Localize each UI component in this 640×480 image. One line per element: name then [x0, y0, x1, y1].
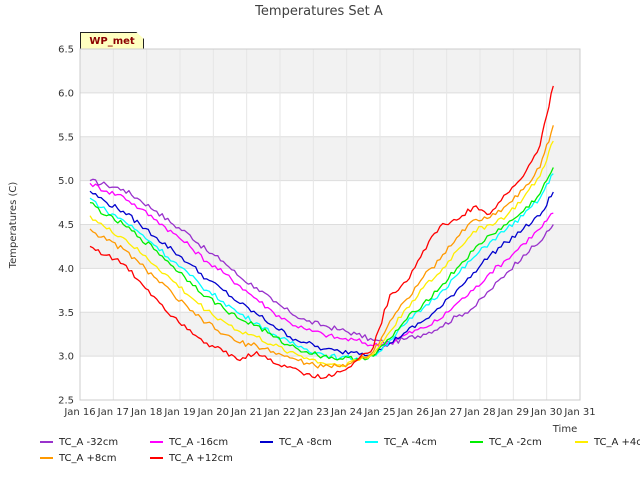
legend-swatch	[365, 441, 378, 443]
x-tick-label: Jan 21	[230, 407, 262, 418]
legend-label: TC_A -8cm	[279, 437, 332, 448]
legend-label: TC_A +12cm	[169, 453, 233, 464]
x-tick-label: Jan 17	[97, 407, 129, 418]
legend-item: TC_A -2cm	[470, 436, 542, 450]
x-tick-label: Jan 29	[497, 407, 529, 418]
y-tick-label: 2.5	[58, 396, 74, 407]
x-tick-label: Jan 28	[463, 407, 495, 418]
series-line-8	[89, 85, 554, 380]
legend-swatch	[150, 457, 163, 459]
x-tick-label: Jan 23	[297, 407, 329, 418]
x-tick-label: Jan 16	[63, 407, 95, 418]
series-line-5	[89, 167, 554, 362]
series-line-1	[89, 178, 554, 345]
legend-item: TC_A +8cm	[40, 452, 117, 466]
plot-band	[80, 49, 580, 93]
plot-band	[80, 136, 580, 181]
legend-label: TC_A +8cm	[59, 453, 117, 464]
x-tick-label: Jan 19	[163, 407, 195, 418]
y-tick-label: 4.0	[58, 264, 74, 275]
y-tick-label: 3.5	[58, 308, 74, 319]
y-tick-label: 6.0	[58, 88, 74, 99]
legend-item: TC_A +12cm	[150, 452, 233, 466]
legend-item: TC_A -16cm	[150, 436, 228, 450]
y-axis-label: Temperatures (C)	[8, 182, 19, 270]
legend-label: TC_A -2cm	[489, 437, 542, 448]
y-tick-label: 6.5	[58, 45, 74, 56]
legend-swatch	[40, 457, 53, 459]
y-tick-label: 5.0	[58, 176, 74, 187]
legend-label: TC_A -4cm	[384, 437, 437, 448]
y-tick-label: 4.5	[58, 220, 74, 231]
x-tick-label: Jan 22	[263, 407, 295, 418]
series-line-6	[89, 140, 554, 368]
series-line-3	[89, 190, 554, 357]
legend-item: TC_A -4cm	[365, 436, 437, 450]
x-tick-label: Jan 31	[563, 407, 595, 418]
legend-swatch	[150, 441, 163, 443]
x-tick-label: Jan 26	[397, 407, 429, 418]
chart-title: Temperatures Set A	[254, 4, 383, 19]
legend-swatch	[470, 441, 483, 443]
x-tick-label: Jan 27	[430, 407, 462, 418]
series-line-7	[89, 125, 554, 369]
legend-item: TC_A -8cm	[260, 436, 332, 450]
legend-swatch	[260, 441, 273, 443]
legend-label: TC_A -16cm	[169, 437, 229, 448]
y-tick-label: 5.5	[58, 132, 74, 143]
x-tick-label: Jan 20	[197, 407, 229, 418]
series-line-4	[89, 173, 554, 361]
x-tick-label: Jan 30	[530, 407, 562, 418]
legend-item: TC_A -32cm	[40, 436, 118, 450]
legend-label: TC_A +4cm	[594, 437, 640, 448]
series-line-2	[89, 182, 554, 348]
legend-item: TC_A +4cm	[575, 436, 640, 450]
x-tick-label: Jan 18	[130, 407, 162, 418]
plot-frame	[79, 48, 581, 401]
x-tick-label: Jan 24	[330, 407, 362, 418]
y-tick-label: 3.0	[58, 352, 74, 363]
legend-label: TC_A -32cm	[59, 437, 119, 448]
legend-swatch	[575, 441, 588, 443]
x-axis-label: Time	[552, 424, 577, 435]
legend-swatch	[40, 441, 53, 443]
x-tick-label: Jan 25	[363, 407, 395, 418]
